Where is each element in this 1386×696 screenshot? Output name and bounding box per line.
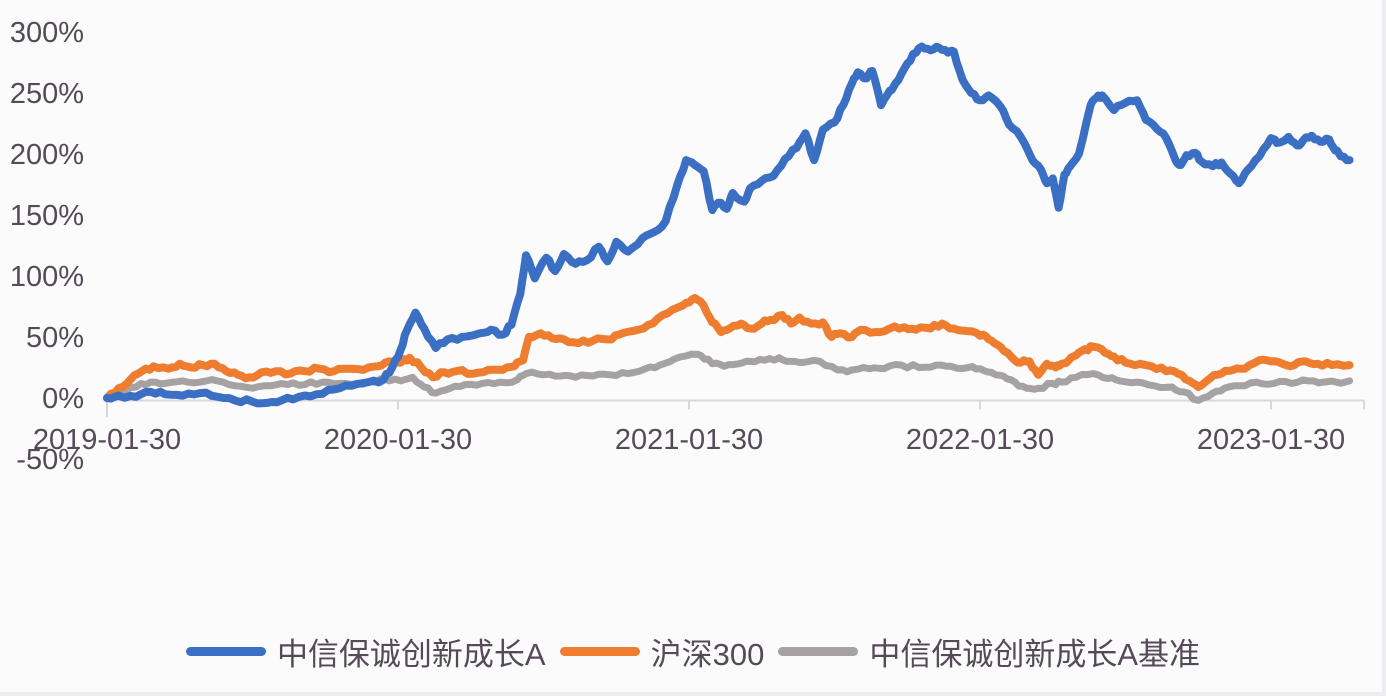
x-axis-tick-label: 2021-01-30 [615,424,763,456]
legend-item-fund: 中信保诚创新成长A [185,629,546,674]
y-axis-tick-label: 100% [10,261,84,293]
chart-legend: 中信保诚创新成长A 沪深300 中信保诚创新成长A基准 [0,629,1386,674]
legend-swatch-csi300-icon [559,647,640,656]
legend-label-fund: 中信保诚创新成长A [276,637,546,672]
y-axis-tick-label: 200% [10,139,84,171]
x-axis-tick-label: 2019-01-30 [33,424,181,456]
legend-item-csi300: 沪深300 [559,629,765,674]
series-line-csi300 [103,294,1354,402]
legend-swatch-fund-icon [185,647,266,656]
y-axis-tick-label: 0% [42,383,84,415]
x-axis-tick-label: 2020-01-30 [324,424,472,456]
legend-label-benchmark: 中信保诚创新成长A基准 [869,637,1201,672]
legend-item-benchmark: 中信保诚创新成长A基准 [778,629,1200,674]
y-axis-tick-label: 300% [10,17,84,49]
series-line-fund [103,42,1354,408]
x-axis-tick-label: 2022-01-30 [906,424,1054,456]
y-axis-tick-label: 250% [10,78,84,110]
x-axis-tick-label: 2023-01-30 [1197,424,1345,456]
legend-swatch-benchmark-icon [778,647,859,656]
y-axis-tick-label: -50% [16,444,84,476]
legend-label-csi300: 沪深300 [650,637,765,672]
series-line-benchmark [103,350,1354,404]
y-axis-tick-label: 150% [10,200,84,232]
y-axis-tick-label: 50% [26,322,84,354]
